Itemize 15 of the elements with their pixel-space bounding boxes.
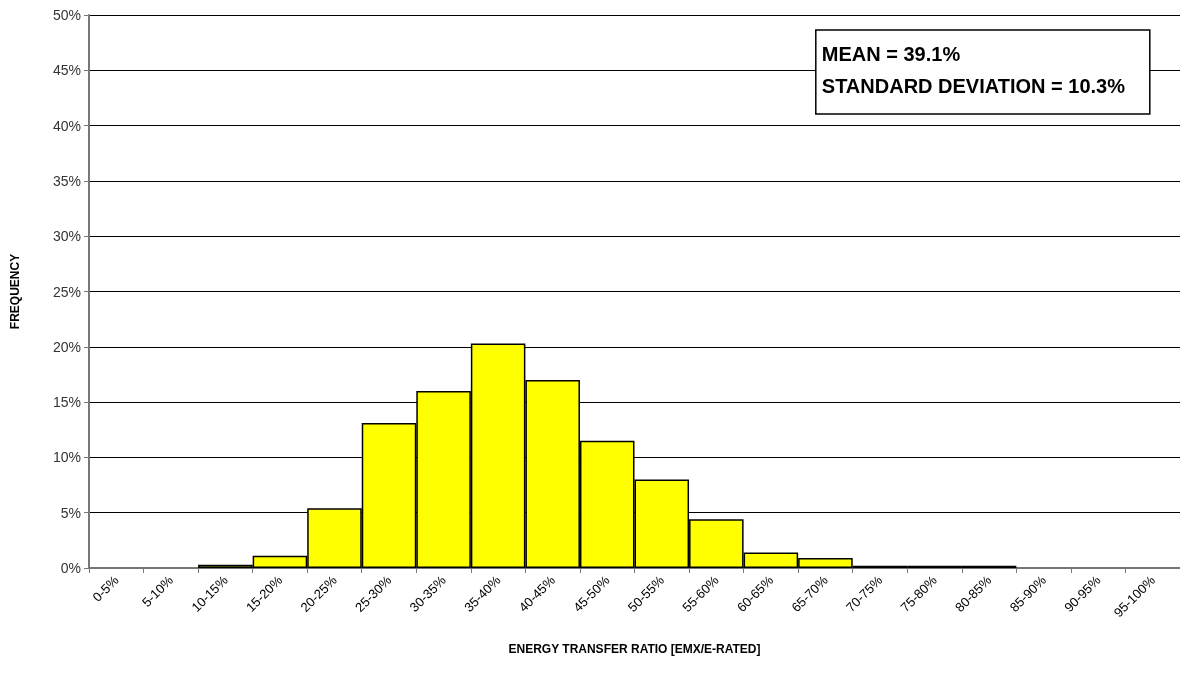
x-axis-title: ENERGY TRANSFER RATIO [EMX/E-RATED] <box>508 642 761 656</box>
y-tick-label: 25% <box>52 283 81 300</box>
y-tick-label: 15% <box>52 394 81 411</box>
y-tick-label: 20% <box>52 338 81 355</box>
y-tick-label: 50% <box>52 7 81 23</box>
y-tick-label: 0% <box>60 560 81 576</box>
y-tick-label: 40% <box>52 117 81 134</box>
y-tick-label: 5% <box>60 504 81 521</box>
y-tick-label: 35% <box>52 172 81 189</box>
y-tick-label: 30% <box>52 228 81 245</box>
annotation: STANDARD DEVIATION = 10.3% <box>821 75 1126 97</box>
y-tick-label: 10% <box>52 449 81 466</box>
annotation: MEAN = 39.1% <box>821 43 961 65</box>
y-tick-label: 45% <box>52 62 81 79</box>
y-axis-title: FREQUENCY <box>8 253 22 330</box>
